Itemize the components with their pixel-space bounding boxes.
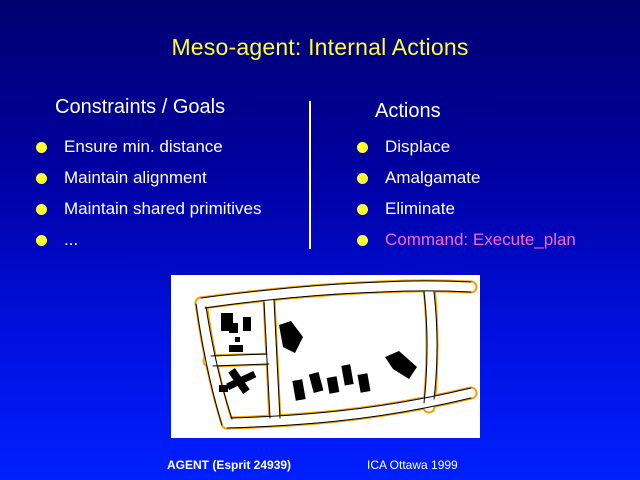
building	[229, 345, 243, 352]
road-bottom	[222, 388, 476, 428]
footer-project: AGENT (Esprit 24939)	[167, 458, 292, 472]
building	[243, 317, 251, 331]
actions-heading: Actions	[375, 100, 441, 122]
building	[341, 364, 354, 386]
bullet-icon	[357, 173, 368, 184]
road-bottom-edge-outer	[226, 397, 472, 429]
bullet-icon	[357, 235, 368, 246]
building	[357, 373, 371, 393]
road-mid-edge-right	[273, 299, 281, 419]
road-left-edge-inner	[205, 306, 233, 420]
road-cross-edge-top	[210, 353, 268, 357]
bullet-icon	[36, 142, 47, 153]
footer-conference: ICA Ottawa 1999	[367, 458, 458, 472]
building	[308, 372, 324, 393]
list-item: Ensure min. distance	[36, 137, 261, 168]
list-item: Eliminate	[357, 199, 576, 230]
road-mid-edge-left	[263, 301, 271, 419]
constraints-list: Ensure min. distance Maintain alignment …	[36, 137, 261, 261]
road-edges	[195, 280, 472, 429]
bullet-icon	[36, 173, 47, 184]
road-right-edge-right	[433, 291, 438, 400]
road-cross-edge-bottom	[212, 363, 270, 367]
road-top	[196, 281, 476, 308]
map-illustration	[171, 275, 480, 438]
building	[292, 379, 306, 401]
constraints-heading: Constraints / Goals	[55, 96, 226, 118]
list-item: Displace	[357, 137, 576, 168]
actions-list: Displace Amalgamate Eliminate Command: E…	[357, 137, 576, 261]
buildings	[219, 313, 417, 401]
road-cross	[204, 354, 277, 366]
building	[229, 323, 238, 333]
map-svg	[194, 279, 478, 430]
list-item: ...	[36, 230, 261, 261]
road-right-edge-left	[423, 291, 428, 404]
building	[235, 337, 240, 342]
list-item-label: Eliminate	[385, 199, 455, 218]
building	[326, 376, 340, 394]
building	[385, 351, 417, 379]
list-item-label: Displace	[385, 137, 451, 156]
list-item: Maintain alignment	[36, 168, 261, 199]
list-item: Maintain shared primitives	[36, 199, 261, 230]
road-right	[424, 282, 437, 412]
list-item-label: ...	[64, 230, 79, 249]
list-item-label-highlight: Command: Execute_plan	[385, 230, 576, 249]
list-item-label: Ensure min. distance	[64, 137, 223, 156]
list-item: Amalgamate	[357, 168, 576, 199]
list-item: Command: Execute_plan	[357, 230, 576, 261]
bullet-icon	[357, 204, 368, 215]
slide-title: Meso-agent: Internal Actions	[171, 34, 469, 60]
bullet-icon	[36, 235, 47, 246]
list-item-label: Maintain shared primitives	[64, 199, 262, 218]
road-left-edge-outer	[195, 303, 223, 426]
road-top-edge-inner	[204, 290, 472, 309]
building	[219, 385, 228, 392]
column-divider	[309, 101, 311, 249]
bullet-icon	[36, 204, 47, 215]
road-fill	[196, 281, 476, 428]
building	[226, 370, 257, 390]
bullet-icon	[357, 142, 368, 153]
building	[279, 321, 303, 353]
list-item-label: Amalgamate	[385, 168, 481, 187]
roads	[194, 279, 478, 430]
list-item-label: Maintain alignment	[64, 168, 207, 187]
road-top-edge-outer	[200, 280, 472, 299]
